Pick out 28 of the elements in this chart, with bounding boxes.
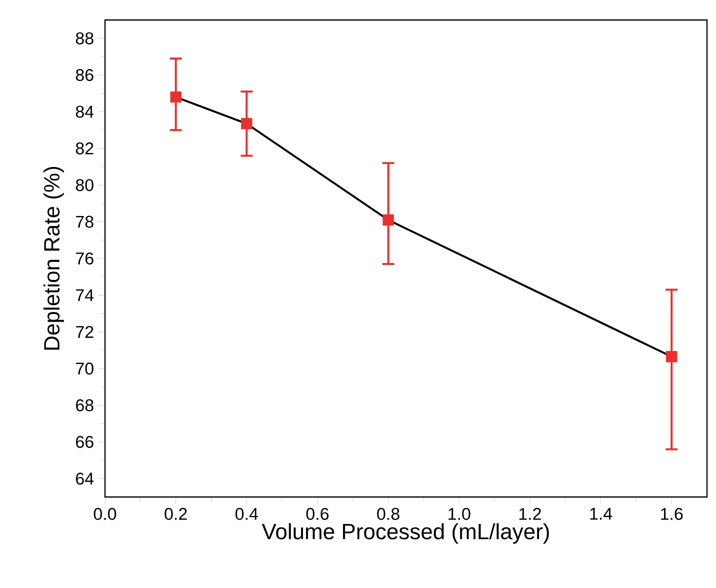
y-tick-label: 64: [76, 472, 94, 485]
y-tick-label: 76: [76, 252, 94, 265]
y-tick-label: 78: [76, 216, 94, 228]
point: [241, 118, 252, 130]
x-tick-label: 0.6: [306, 508, 329, 520]
x-tick-label: 0.0: [94, 508, 116, 520]
y-tick-label: 70: [76, 362, 94, 375]
x-tick-label: 1.0: [448, 508, 470, 520]
y-tick-label: 88: [76, 32, 94, 44]
y-tick-label: 80: [76, 179, 94, 192]
y-tick-label: 74: [76, 289, 94, 302]
y-axis-title: Depletion Rate (%): [43, 166, 64, 350]
point: [382, 214, 394, 226]
x-tick-label: 0.4: [236, 508, 258, 520]
x-axis-title: Volume Processed (mL/layer): [262, 523, 549, 544]
y-tick-label: 66: [76, 436, 94, 448]
point: [666, 351, 678, 362]
x-tick-label: 1.2: [519, 508, 541, 520]
y-tick-label: 82: [76, 142, 94, 154]
y-tick-label: 84: [76, 106, 94, 118]
point: [170, 91, 182, 103]
x-tick-label: 1.4: [590, 508, 612, 520]
x-tick-label: 0.2: [164, 508, 187, 520]
y-tick-label: 68: [76, 399, 94, 412]
y-tick-label: 86: [76, 69, 94, 82]
x-tick-label: 0.8: [377, 508, 400, 520]
x-tick-label: 1.6: [661, 508, 683, 520]
y-tick-label: 72: [76, 326, 94, 338]
